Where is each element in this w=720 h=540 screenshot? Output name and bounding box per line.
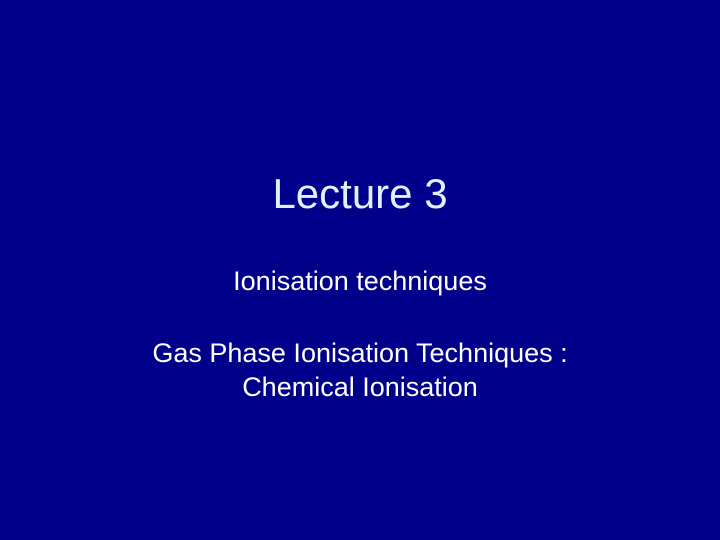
- body-line-2: Chemical Ionisation: [152, 371, 567, 405]
- slide-subtitle: Ionisation techniques: [233, 266, 487, 297]
- slide-title: Lecture 3: [272, 170, 447, 218]
- slide-container: Lecture 3 Ionisation techniques Gas Phas…: [0, 0, 720, 540]
- body-line-1: Gas Phase Ionisation Techniques :: [152, 337, 567, 371]
- slide-body: Gas Phase Ionisation Techniques : Chemic…: [152, 337, 567, 405]
